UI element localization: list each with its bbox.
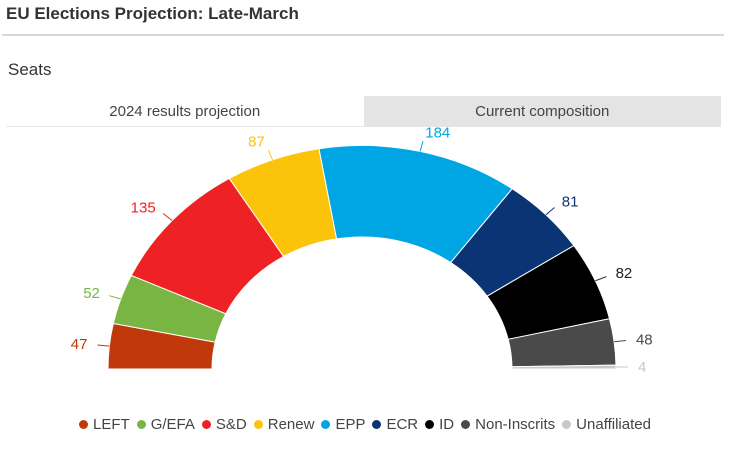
legend-label: ECR — [386, 416, 419, 433]
legend-item[interactable]: G/EFA — [136, 416, 195, 433]
data-label: 184 — [425, 125, 450, 142]
label-leader-line — [97, 344, 110, 347]
legend-dot-icon — [321, 420, 331, 429]
data-label: 4 — [638, 359, 646, 376]
legend-label: ID — [439, 416, 455, 433]
legend-dot-icon — [461, 420, 471, 429]
legend-dot-icon — [372, 420, 382, 429]
legend-dot-icon — [425, 420, 435, 429]
tab-bar: 2024 results projection Current composit… — [6, 96, 721, 127]
data-label: 135 — [131, 200, 156, 217]
data-label: 87 — [248, 134, 265, 151]
page-title: EU Elections Projection: Late-March — [6, 4, 299, 23]
data-label: 52 — [83, 285, 100, 302]
legend: LEFT G/EFA S&D Renew EPP ECR ID Non-Inscrits Una… — [0, 416, 730, 433]
data-label: 47 — [71, 336, 88, 353]
legend-label: G/EFA — [150, 416, 195, 433]
legend-label: S&D — [215, 416, 247, 433]
legend-item[interactable]: Renew — [253, 416, 315, 433]
label-leader-line — [109, 295, 121, 300]
legend-label: Renew — [267, 416, 315, 433]
label-leader-line — [595, 276, 607, 282]
legend-item[interactable]: Unaffiliated — [562, 416, 651, 433]
tab-results-projection[interactable]: 2024 results projection — [109, 102, 261, 120]
legend-item[interactable]: S&D — [201, 416, 247, 433]
legend-dot-icon — [201, 420, 211, 429]
legend-item[interactable]: LEFT — [79, 416, 130, 433]
label-leader-line — [614, 339, 627, 343]
data-label: 81 — [562, 193, 579, 210]
legend-label: EPP — [335, 416, 366, 433]
legend-dot-icon — [562, 420, 572, 429]
legend-item[interactable]: EPP — [321, 416, 365, 433]
divider — [2, 34, 724, 36]
tab-current-composition[interactable]: Current composition — [363, 96, 721, 126]
label-leader-line — [419, 141, 424, 152]
legend-label: Unaffiliated — [576, 416, 651, 433]
label-leader-line — [162, 213, 173, 221]
legend-label: LEFT — [93, 416, 130, 433]
legend-item[interactable]: ECR — [372, 416, 418, 433]
data-label: 82 — [616, 265, 633, 282]
legend-item[interactable]: Non-Inscrits — [461, 416, 555, 433]
legend-item[interactable]: ID — [425, 416, 454, 433]
label-leader-line — [545, 207, 555, 216]
legend-dot-icon — [136, 420, 146, 429]
data-label: 48 — [636, 331, 653, 348]
slice-unaffiliated[interactable] — [511, 364, 617, 370]
legend-label: Non-Inscrits — [475, 416, 556, 433]
label-leader-line — [267, 149, 273, 161]
section-title: Seats — [8, 60, 52, 79]
legend-dot-icon — [253, 420, 263, 429]
legend-dot-icon — [79, 420, 89, 429]
